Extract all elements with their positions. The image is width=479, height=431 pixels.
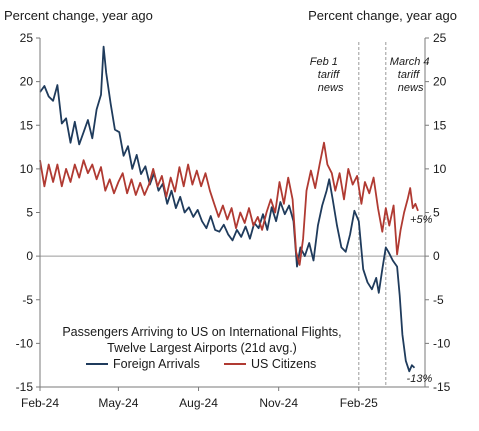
- x-tick-label: May-24: [98, 396, 138, 410]
- left-axis-title: Percent change, year ago: [4, 8, 153, 23]
- right-tick-label: 25: [433, 31, 447, 45]
- left-tick-label: -15: [16, 380, 34, 394]
- left-tick-label: -10: [16, 336, 34, 350]
- left-tick-label: 15: [20, 118, 34, 132]
- annotation-text: news: [318, 82, 344, 94]
- left-tick-label: 0: [26, 249, 33, 263]
- right-tick-label: 0: [433, 249, 440, 263]
- legend-entry-label: US Citizens: [251, 357, 316, 371]
- annotation-text: tariff: [318, 69, 340, 81]
- foreign-arrivals-line: [39, 45, 416, 373]
- legend-entries: Foreign Arrivals US Citizens: [86, 357, 316, 371]
- us-citizens-end-label: +5%: [410, 214, 433, 226]
- right-axis-title: Percent change, year ago: [308, 8, 457, 23]
- annotation-lines: [358, 42, 387, 387]
- legend: Passengers Arriving to US on Internation…: [62, 325, 341, 371]
- foreign-arrivals-end-label: -13%: [407, 373, 433, 385]
- left-tick-label: 20: [20, 75, 34, 89]
- left-tick-label: 25: [20, 31, 34, 45]
- annotation-text: news: [398, 82, 424, 94]
- legend-title-line1: Passengers Arriving to US on Internation…: [62, 325, 341, 339]
- end-labels: +5% -13%: [407, 214, 433, 385]
- annotation-text: Feb 1: [310, 56, 338, 68]
- right-tick-label: 5: [433, 206, 440, 220]
- annotation-text: March 4: [390, 56, 430, 68]
- axes: -15 -15 -10 -10 -5 -5 0 0 5 5 10 10 15 15 20 20 25 25 Feb-…: [16, 31, 451, 410]
- x-tick-label: Feb-24: [21, 396, 59, 410]
- legend-entry-label: Foreign Arrivals: [113, 357, 200, 371]
- left-tick-label: 5: [26, 206, 33, 220]
- x-tick-label: Feb-25: [340, 396, 378, 410]
- series-lines: [39, 45, 419, 373]
- left-tick-label: -5: [22, 293, 33, 307]
- right-tick-label: -5: [433, 293, 444, 307]
- right-tick-label: 15: [433, 118, 447, 132]
- x-tick-label: Aug-24: [179, 396, 218, 410]
- legend-title-line2: Twelve Largest Airports (21d avg.): [107, 341, 297, 355]
- left-tick-label: 10: [20, 162, 34, 176]
- right-tick-label: -15: [433, 380, 451, 394]
- right-tick-label: 10: [433, 162, 447, 176]
- us-citizens-line: [39, 141, 419, 266]
- right-tick-label: -10: [433, 336, 451, 350]
- x-tick-label: Nov-24: [259, 396, 298, 410]
- right-tick-label: 20: [433, 75, 447, 89]
- annotation-text: tariff: [398, 69, 420, 81]
